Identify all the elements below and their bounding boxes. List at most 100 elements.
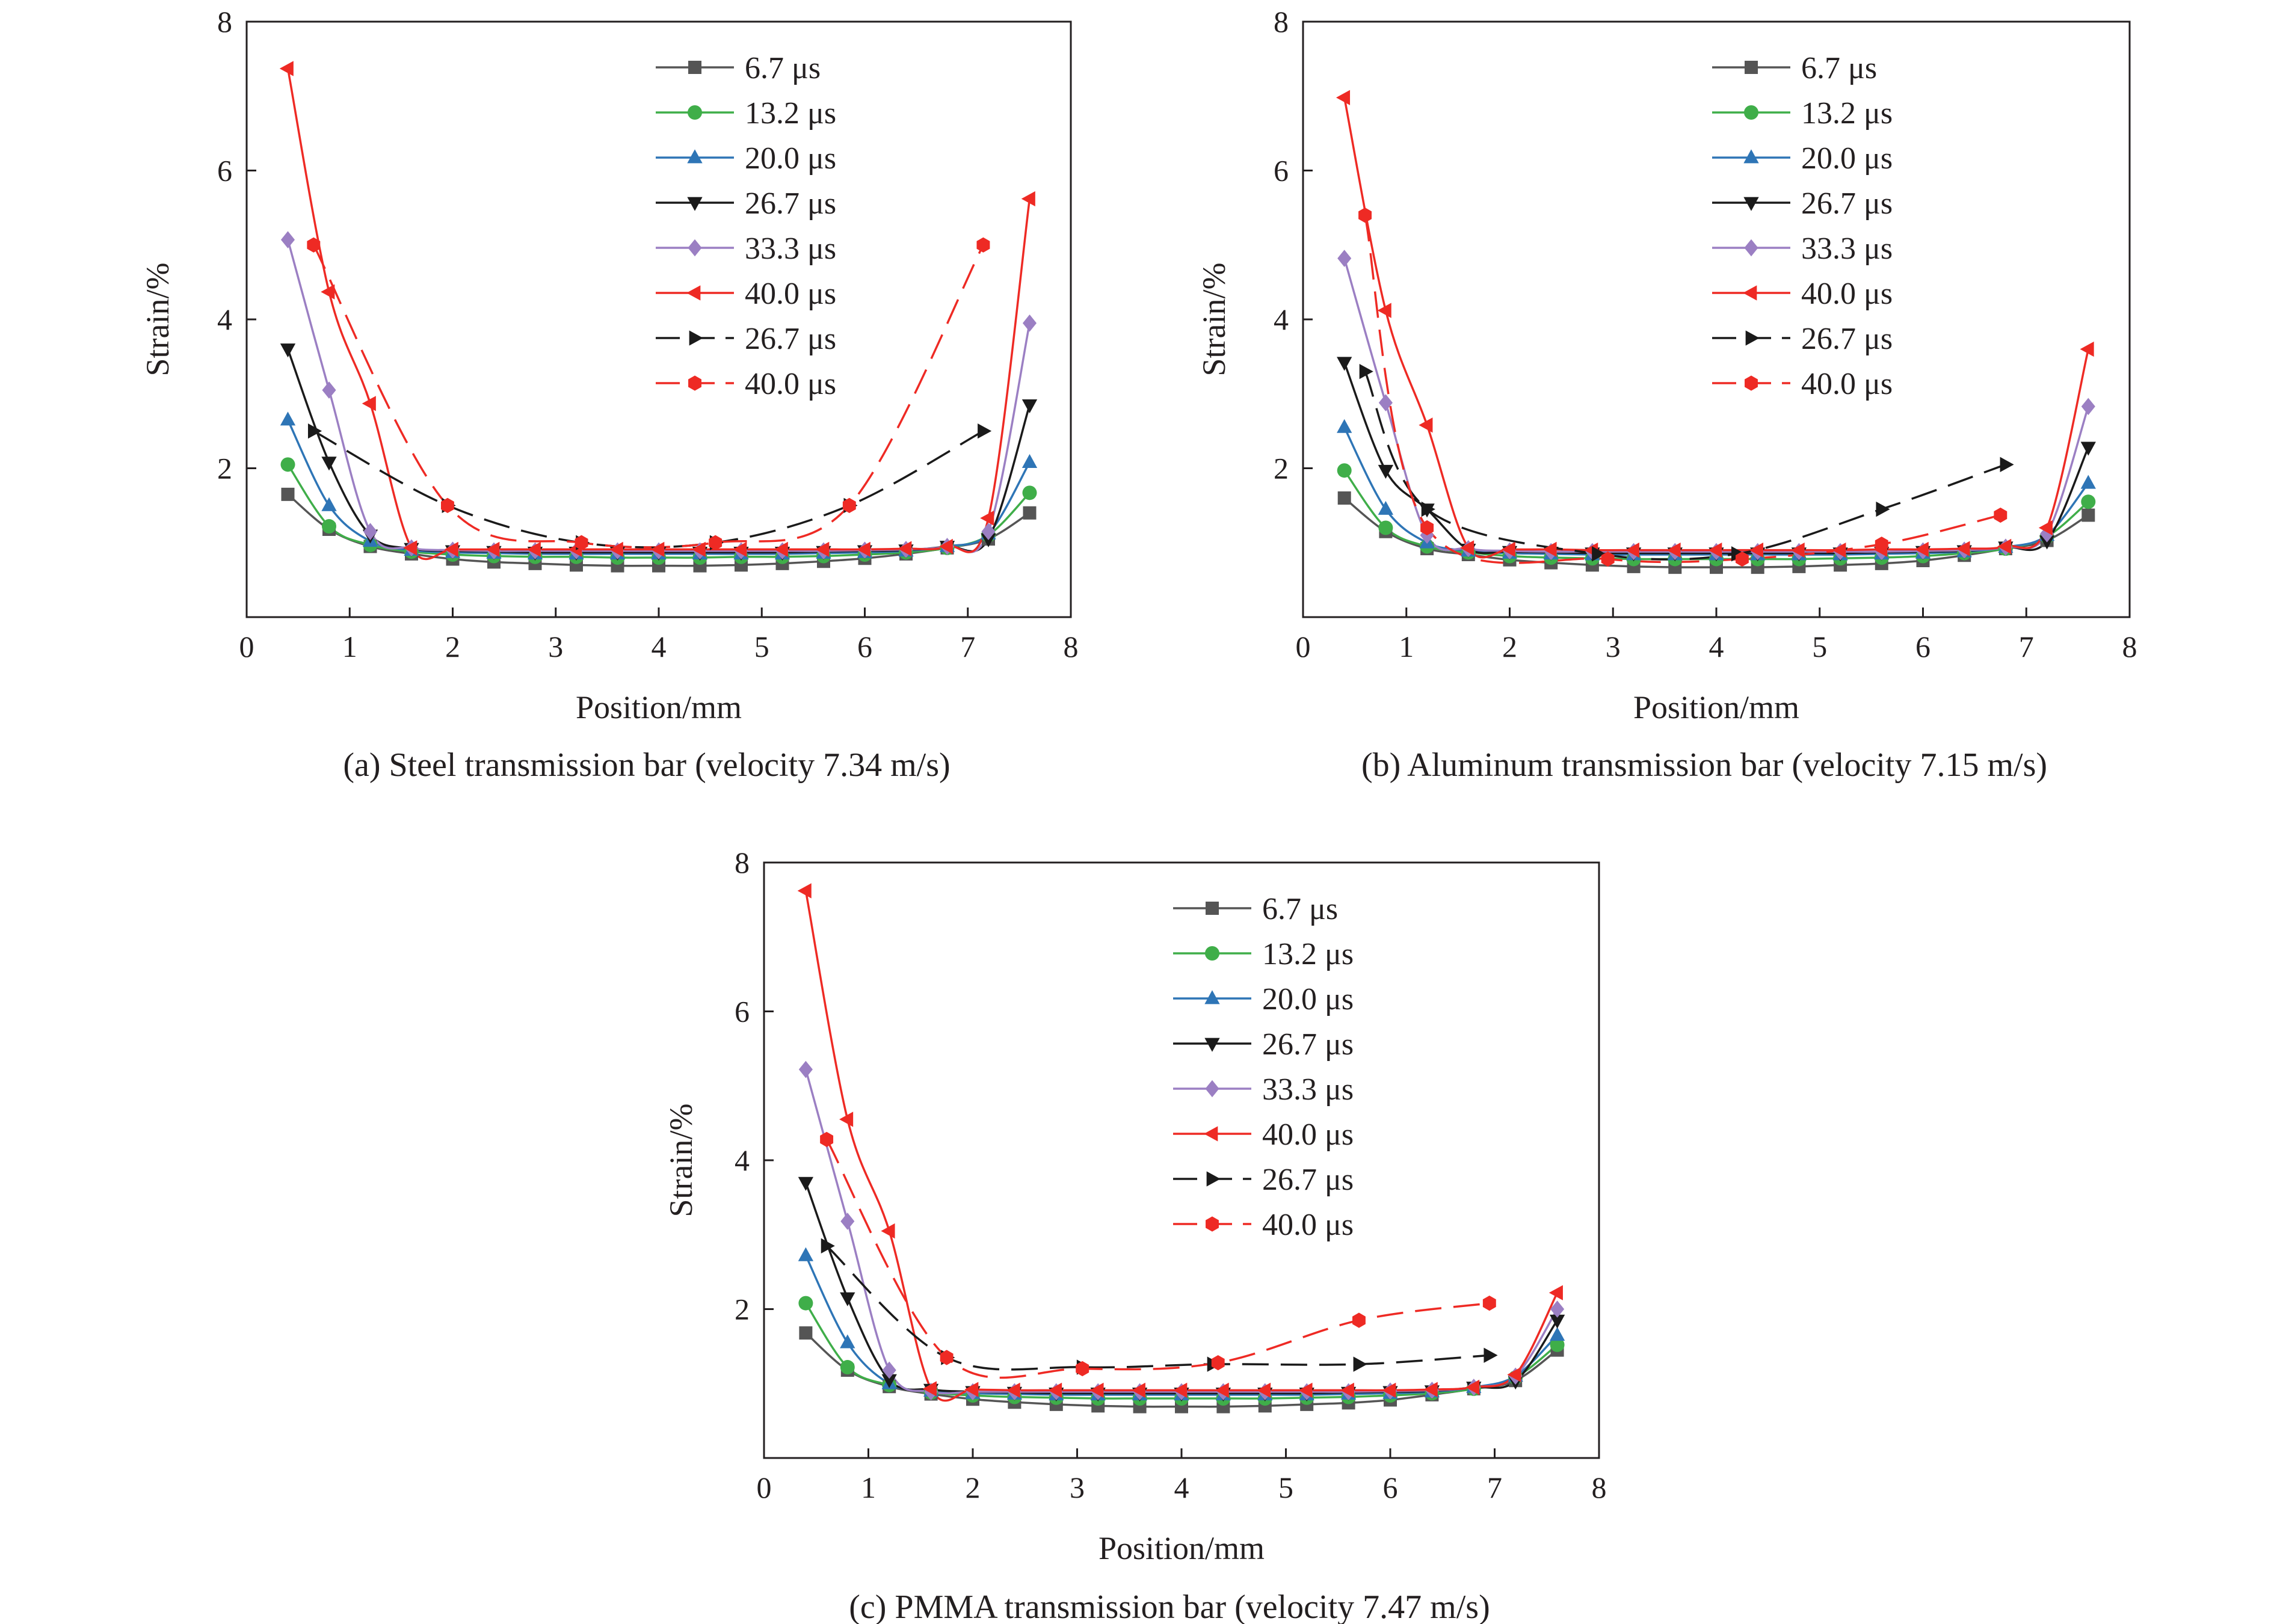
x-tick-label: 5 (754, 630, 769, 663)
legend-marker (1206, 1171, 1221, 1187)
data-point (363, 523, 378, 540)
data-point (1507, 1367, 1521, 1383)
data-point (1994, 507, 2007, 523)
series-line-6 (1343, 97, 2090, 559)
data-point (1352, 1312, 1366, 1328)
legend-marker (688, 105, 702, 120)
data-point (1625, 542, 1639, 558)
data-point (321, 497, 337, 511)
legend-entry-label: 13.2 μs (745, 96, 836, 131)
data-point (1460, 540, 1474, 556)
series-group (797, 883, 1565, 1413)
data-point (440, 497, 454, 514)
data-point (1377, 303, 1391, 318)
data-point (1421, 501, 1435, 517)
x-tick-label: 1 (342, 630, 357, 663)
data-point (1378, 500, 1394, 515)
data-point (1022, 314, 1037, 332)
legend-marker (688, 61, 701, 74)
data-point (1337, 357, 1352, 371)
data-point (1876, 501, 1890, 517)
data-point (1131, 1382, 1145, 1398)
data-point (280, 457, 295, 472)
data-point (821, 1238, 835, 1253)
data-point (1501, 541, 1515, 558)
data-point (940, 1350, 954, 1365)
legend: 6.7 μs 13.2 μs 20.0 μs 26.7 μs 33.3 μs 40.0 μ… (1712, 51, 1893, 401)
data-point (485, 541, 500, 558)
legend-entry-label: 33.3 μs (1262, 1072, 1354, 1107)
y-tick-label: 8 (1274, 5, 1289, 38)
y-tick-label: 2 (217, 452, 232, 485)
series-line-6 (804, 890, 1559, 1402)
chart-panel-3: 0 1 2 3 4 5 6 7 8 2 4 6 8 Position/mm Strain/% (c) PMMA… (663, 846, 1607, 1624)
data-point (881, 1223, 895, 1239)
x-tick-label: 2 (966, 1471, 981, 1504)
x-tick-label: 8 (1064, 630, 1079, 663)
data-point (280, 231, 295, 248)
legend-marker (1745, 330, 1760, 346)
legend-entry-label: 40.0 μs (745, 277, 836, 311)
data-point (938, 538, 953, 555)
series-group (1336, 90, 2096, 574)
legend: 6.7 μs 13.2 μs 20.0 μs 26.7 μs 33.3 μs 40.0 μ… (1173, 892, 1354, 1242)
data-point (1378, 520, 1393, 535)
legend-entry-label: 40.0 μs (1262, 1118, 1354, 1152)
data-point (1601, 551, 1615, 567)
series-line-7 (825, 1245, 1490, 1371)
data-point (1666, 542, 1681, 558)
data-point (881, 1374, 897, 1388)
series-line-3 (1343, 426, 2089, 556)
data-point (280, 343, 296, 358)
data-point (1021, 399, 1038, 414)
data-point (799, 1326, 813, 1340)
legend-marker (1745, 61, 1758, 74)
series-line-8 (825, 1139, 1490, 1379)
chart-panel-2: 0 1 2 3 4 5 6 7 8 2 4 6 8 Position/mm Strain/% (b) Alum… (1196, 5, 2137, 784)
legend-entry-label: 6.7 μs (745, 51, 821, 85)
data-point (840, 1334, 855, 1349)
x-tick-label: 7 (1487, 1471, 1502, 1504)
legend-entry-label: 13.2 μs (1801, 96, 1893, 131)
x-tick-label: 0 (1296, 630, 1311, 663)
x-tick-label: 1 (861, 1471, 876, 1504)
y-tick-label: 6 (217, 154, 232, 188)
legend-entry-label: 26.7 μs (1801, 186, 1893, 221)
data-point (981, 523, 996, 540)
data-point (1708, 542, 1722, 558)
series-line-8 (1364, 215, 2001, 564)
chart-panel-1: 0 1 2 3 4 5 6 7 8 2 4 6 8 Position/mm Strain/% (a) Stee… (140, 5, 1079, 784)
legend-entry-label: 26.7 μs (1801, 322, 1893, 356)
legend-marker (1206, 1216, 1219, 1232)
x-tick-label: 4 (1174, 1471, 1189, 1504)
legend-marker (1205, 1080, 1219, 1098)
x-axis-label: Position/mm (1633, 689, 1799, 725)
data-point (321, 457, 337, 471)
data-point (1337, 419, 1352, 433)
data-point (1076, 1361, 1089, 1377)
data-point (798, 1296, 813, 1311)
data-point (1875, 537, 1888, 552)
data-point (650, 541, 665, 558)
data-point (1340, 1382, 1354, 1398)
data-point (1548, 1285, 1563, 1300)
legend-entry-label: 6.7 μs (1801, 51, 1877, 85)
data-point (1021, 454, 1038, 468)
data-point (1550, 1337, 1565, 1352)
legend-marker (688, 239, 702, 257)
data-point (1048, 1382, 1062, 1398)
x-tick-label: 6 (1383, 1471, 1398, 1504)
data-point (1006, 1382, 1020, 1398)
data-point (922, 1381, 937, 1397)
legend-entry-label: 26.7 μs (745, 186, 836, 221)
data-point (1337, 463, 1352, 478)
data-point (898, 541, 912, 556)
data-point (709, 535, 723, 550)
data-point (980, 510, 994, 526)
data-point (1378, 464, 1394, 479)
data-point (733, 541, 747, 558)
data-point (1465, 1379, 1480, 1395)
legend-entry-label: 13.2 μs (1262, 937, 1354, 971)
x-tick-label: 5 (1278, 1471, 1293, 1504)
legend-marker (1744, 239, 1758, 257)
